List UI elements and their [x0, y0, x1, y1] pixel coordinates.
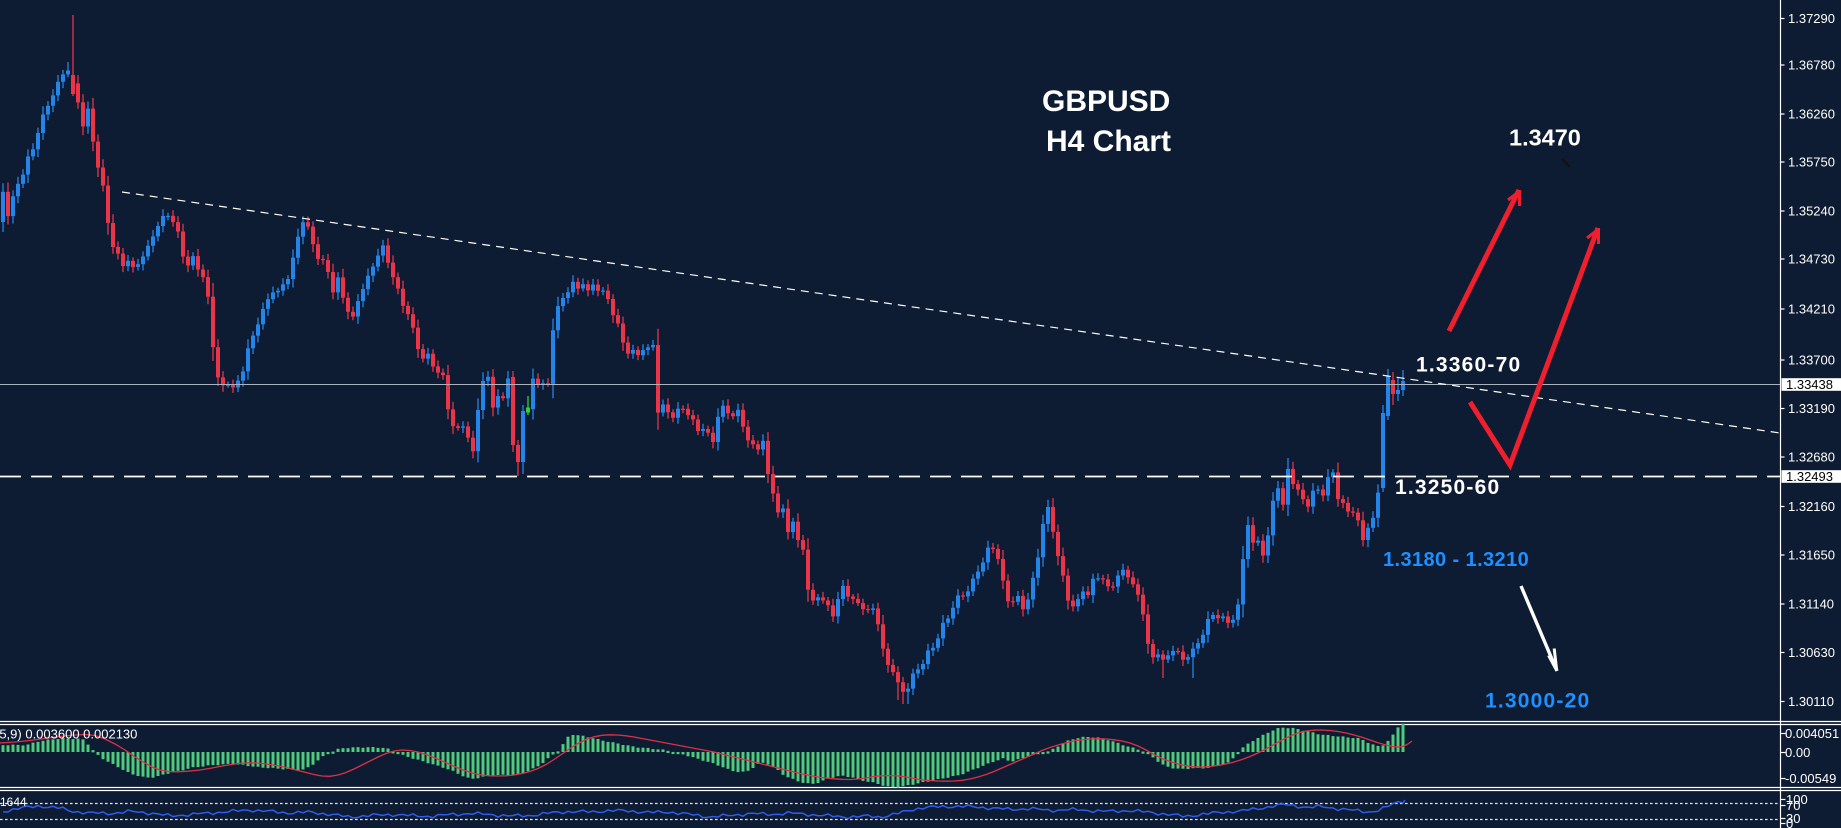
svg-text:-0.00549: -0.00549 — [1785, 771, 1836, 786]
svg-text:GBPUSD: GBPUSD — [1042, 85, 1170, 118]
svg-text:1.33190: 1.33190 — [1788, 401, 1835, 416]
svg-text:1.32493: 1.32493 — [1786, 469, 1833, 484]
svg-text:0.00: 0.00 — [1785, 745, 1810, 760]
svg-text:H4 Chart: H4 Chart — [1046, 125, 1171, 158]
svg-text:1.34210: 1.34210 — [1788, 302, 1835, 317]
svg-text:1.32680: 1.32680 — [1788, 450, 1835, 465]
svg-text:1.3180 - 1.3210: 1.3180 - 1.3210 — [1383, 549, 1529, 571]
svg-text:1.33438: 1.33438 — [1786, 377, 1833, 392]
svg-text:1.37290: 1.37290 — [1788, 11, 1835, 26]
svg-text:1.34730: 1.34730 — [1788, 252, 1835, 267]
svg-text:0: 0 — [1786, 816, 1793, 828]
svg-text:1.30630: 1.30630 — [1788, 645, 1835, 660]
svg-text:1.33700: 1.33700 — [1788, 353, 1835, 368]
svg-text:30: 30 — [1786, 811, 1800, 826]
svg-text:1.31140: 1.31140 — [1788, 597, 1834, 612]
svg-text:1.35750: 1.35750 — [1788, 155, 1835, 170]
svg-text:1.3470: 1.3470 — [1509, 125, 1581, 151]
svg-text:1.3000-20: 1.3000-20 — [1485, 690, 1590, 713]
svg-text:(5,9) 0.003600 0.002130: (5,9) 0.003600 0.002130 — [0, 727, 137, 742]
svg-text:70: 70 — [1786, 798, 1800, 813]
svg-text:0.004051: 0.004051 — [1785, 726, 1839, 741]
svg-text:1.3360-70: 1.3360-70 — [1416, 354, 1521, 377]
svg-text:1.36260: 1.36260 — [1788, 107, 1835, 122]
svg-text:1.36780: 1.36780 — [1788, 58, 1835, 73]
svg-text:1.35240: 1.35240 — [1788, 204, 1835, 219]
svg-text:1.30110: 1.30110 — [1788, 694, 1834, 709]
svg-text:100: 100 — [1786, 792, 1808, 807]
svg-text:1644: 1644 — [0, 795, 27, 809]
svg-text:1.3250-60: 1.3250-60 — [1395, 476, 1500, 499]
svg-text:1.32160: 1.32160 — [1788, 499, 1835, 514]
svg-text:1.31650: 1.31650 — [1788, 548, 1835, 563]
